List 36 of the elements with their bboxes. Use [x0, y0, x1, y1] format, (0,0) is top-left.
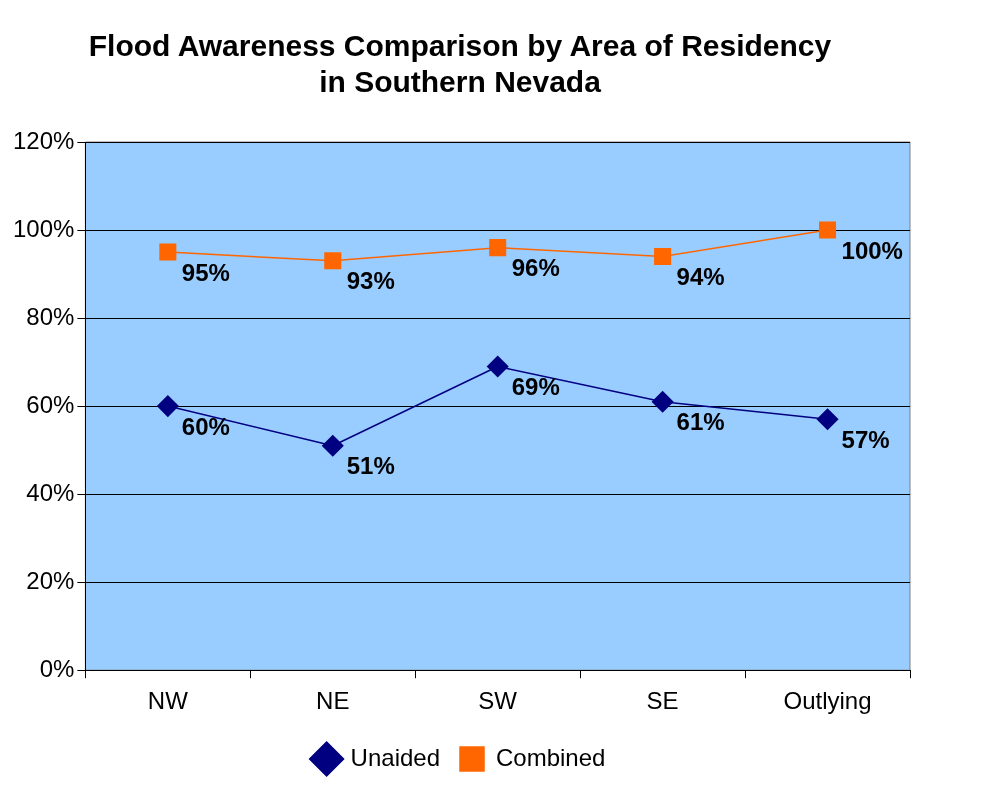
- point: [489, 239, 507, 257]
- y-tick-label: 100%: [12, 214, 75, 242]
- data-label: 69%: [511, 373, 560, 401]
- point: [157, 395, 179, 417]
- point: [486, 355, 509, 378]
- x-tick-label: NW: [147, 687, 189, 715]
- data-label: 57%: [841, 425, 890, 453]
- data-label: 95%: [181, 258, 230, 286]
- x-tick-label: NE: [316, 687, 350, 715]
- x-tick-label: Outlying: [783, 687, 872, 715]
- legend-label: Unaided: [350, 743, 441, 771]
- x-tick-label: SW: [478, 687, 518, 715]
- data-label: 51%: [346, 452, 395, 480]
- data-label: 100%: [841, 236, 903, 264]
- point: [322, 434, 344, 457]
- data-label: 61%: [676, 408, 725, 436]
- data-label: 60%: [181, 412, 230, 440]
- y-tick-label: 60%: [26, 390, 75, 418]
- point: [159, 243, 177, 261]
- point: [324, 252, 342, 270]
- x-tick-label: SE: [646, 687, 679, 715]
- data-label: 94%: [676, 263, 725, 291]
- y-tick-label: 40%: [26, 478, 75, 506]
- y-tick-label: 20%: [26, 566, 75, 594]
- point: [654, 247, 672, 265]
- data-label: 93%: [346, 267, 395, 295]
- y-tick-label: 120%: [12, 126, 75, 154]
- text: in Southern Nevada: [319, 65, 601, 99]
- y-tick-label: 0%: [39, 654, 75, 682]
- point: [816, 408, 839, 431]
- y-tick-label: 80%: [26, 302, 75, 330]
- text: Flood Awareness Comparison by Area of Residency: [88, 29, 832, 63]
- point: [651, 390, 674, 413]
- data-label: 96%: [511, 254, 560, 282]
- legend-label: Combined: [496, 743, 606, 771]
- point: [819, 221, 837, 239]
